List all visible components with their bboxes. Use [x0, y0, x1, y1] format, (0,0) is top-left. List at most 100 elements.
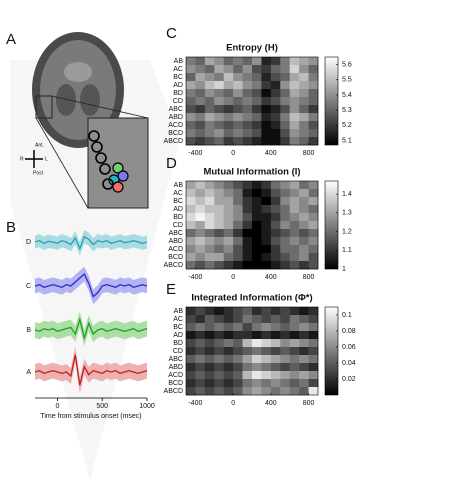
heatmap-cell	[186, 315, 196, 324]
heatmap-cell	[261, 65, 272, 74]
trace-line	[34, 354, 148, 386]
heatmap-cell	[270, 331, 281, 340]
heatmap-cell	[280, 213, 291, 222]
heatmap-cell	[242, 105, 253, 114]
heatmap-cell	[186, 121, 196, 130]
heatmap-cell	[289, 73, 300, 82]
heatmap-cell	[280, 113, 291, 122]
heatmap-cell	[204, 323, 215, 332]
heatmap-cell	[289, 323, 300, 332]
heatmap-cell	[204, 237, 215, 246]
heatmap-cell	[261, 253, 272, 262]
heatmap-cell	[261, 371, 272, 380]
heatmap-cell	[242, 347, 253, 356]
heatmap-cell	[204, 363, 215, 372]
heatmap-cell	[289, 245, 300, 254]
x-tick-label: 800	[303, 150, 315, 157]
heatmap-cell	[299, 189, 309, 198]
heatmap-cell	[270, 205, 281, 214]
heatmap-cell	[280, 57, 291, 66]
heatmap-cell	[261, 73, 272, 82]
heatmap-cell	[204, 97, 215, 106]
heatmap-cell	[270, 245, 281, 254]
heatmap-cell	[195, 197, 206, 206]
heatmap-cell	[214, 229, 225, 238]
heatmap-cell	[233, 371, 243, 380]
heatmap-cell	[270, 213, 281, 222]
heatmap-cell	[308, 121, 319, 130]
heatmap-cell	[242, 213, 253, 222]
heatmap-cell	[233, 205, 243, 214]
heatmap-cell	[233, 113, 243, 122]
heatmap-cell	[223, 355, 234, 364]
heatmap-cell	[242, 97, 253, 106]
heatmap-cell	[270, 197, 281, 206]
heatmap-cell	[233, 73, 243, 82]
heatmap-cell	[233, 181, 243, 190]
heatmap-cell	[223, 237, 234, 246]
heatmap-cell	[308, 57, 319, 66]
heatmap-cell	[280, 323, 291, 332]
heatmap-cell	[252, 387, 262, 396]
plot-frame	[185, 306, 319, 396]
heatmap-cell	[270, 387, 281, 396]
y-tick-label: ACD	[168, 246, 183, 253]
x-tick-label: -400	[188, 274, 202, 281]
heatmap-cell	[233, 229, 243, 238]
heatmap-cell	[280, 363, 291, 372]
heatmap-cell	[270, 105, 281, 114]
heatmap-cell	[223, 189, 234, 198]
heatmap-cell	[308, 347, 319, 356]
heatmap-cell	[270, 253, 281, 262]
heatmap-cell	[270, 81, 281, 90]
heatmap-cell	[195, 105, 206, 114]
heatmap-cell	[195, 387, 206, 396]
heatmap-cell	[214, 105, 225, 114]
heatmap-cell	[223, 181, 234, 190]
heatmap-cell	[195, 371, 206, 380]
heatmap-cell	[242, 339, 253, 348]
heatmap-cell	[242, 205, 253, 214]
heatmap-cell	[308, 307, 319, 316]
heatmap-cell	[214, 89, 225, 98]
heatmap-cell	[308, 65, 319, 74]
heatmap-cell	[233, 129, 243, 138]
heatmap-cell	[214, 189, 225, 198]
heatmap-cell	[270, 355, 281, 364]
heatmap-cell	[270, 57, 281, 66]
heatmap-cell	[308, 387, 319, 396]
heatmap-cell	[270, 371, 281, 380]
y-tick-label: BCD	[168, 254, 183, 261]
heatmap-cell	[204, 189, 215, 198]
heatmap-cell	[195, 253, 206, 262]
heatmap-cell	[261, 189, 272, 198]
y-tick-label: BD	[173, 90, 183, 97]
heatmap-cell	[233, 57, 243, 66]
y-tick-label: ABCD	[164, 138, 183, 145]
heatmap-cell	[299, 81, 309, 90]
heatmap-cell	[233, 253, 243, 262]
y-tick-label: AD	[173, 82, 183, 89]
heatmap-cell	[242, 181, 253, 190]
heatmap-cell	[223, 347, 234, 356]
heatmap-cell	[195, 245, 206, 254]
colorbar-tick-label: 5.3	[342, 107, 352, 114]
heatmap-cell	[223, 129, 234, 138]
heatmap-cell	[289, 89, 300, 98]
x-tick-label: 0	[231, 400, 235, 407]
heatmap-cell	[233, 197, 243, 206]
heatmap-cell	[270, 221, 281, 230]
heatmap-cell	[204, 137, 215, 146]
y-tick-label: AC	[173, 316, 183, 323]
heatmap-cell	[289, 379, 300, 388]
heatmap-cell	[214, 97, 225, 106]
heatmap-cell	[289, 137, 300, 146]
heatmap-cell	[308, 197, 319, 206]
heatmap-cell	[289, 97, 300, 106]
heatmap-cell	[299, 253, 309, 262]
heatmap-cell	[214, 307, 225, 316]
heatmap-cell	[280, 65, 291, 74]
trace-line	[34, 316, 148, 341]
heatmap-cell	[195, 331, 206, 340]
heatmap-cell	[252, 237, 262, 246]
